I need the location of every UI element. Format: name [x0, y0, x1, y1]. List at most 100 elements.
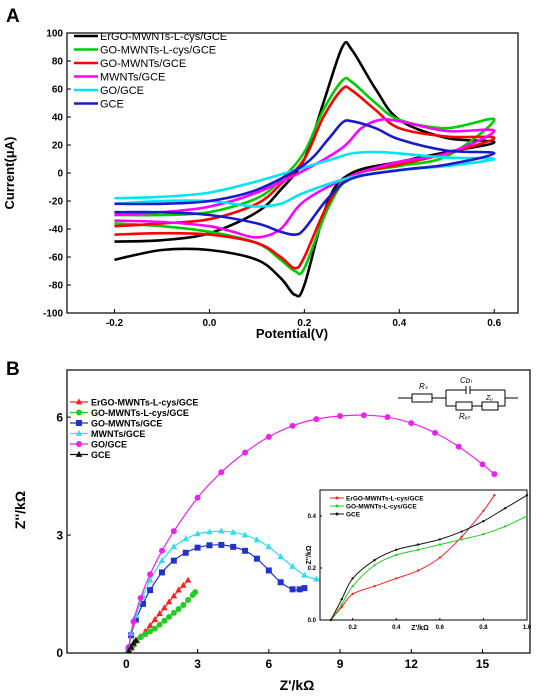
panel-a-x-tick-label: 0.4: [392, 318, 406, 329]
eis-point-go-mwnts-l-cys-gce: [170, 609, 177, 616]
eis-point-go-gce: [265, 433, 272, 440]
inset-legend-marker-go-mwnts-l-cys-gce: [335, 504, 339, 508]
cv-curve-mwnts-gce: [114, 117, 496, 239]
eis-point-ergo-mwnts-l-cys-gce: [180, 581, 187, 588]
inset-frame: [319, 489, 528, 621]
eis-point-go-mwnts-gce: [194, 544, 201, 551]
circuit-resistor-rs: [411, 393, 433, 403]
panel-a-y-tick-label: 80: [52, 57, 64, 68]
inset-point-ergo-mwnts-l-cys-gce: [438, 556, 442, 559]
eis-point-go-mwnts-gce: [132, 616, 139, 623]
eis-point-go-mwnts-l-cys-gce: [147, 628, 154, 635]
eis-point-go-mwnts-gce: [182, 549, 189, 556]
eis-point-go-gce: [289, 422, 296, 429]
inset-point-ergo-mwnts-l-cys-gce: [351, 592, 354, 596]
panel-b-label: B: [6, 359, 20, 380]
legend-label-go-gce: GO/GCE: [91, 440, 127, 450]
panel-b-points: [125, 412, 498, 655]
eis-point-go-gce: [137, 594, 144, 601]
panel-a-y-tick-label: -40: [49, 225, 64, 236]
legend-marker-mwnts-gce: [75, 429, 83, 436]
inset-point-gce: [329, 618, 333, 622]
inset-point-ergo-mwnts-l-cys-gce: [460, 535, 463, 538]
eis-point-go-mwnts-gce: [218, 541, 225, 548]
inset-legend-label-go-mwnts-l-cys-gce: GO-MWNTs-L-cys/GCE: [346, 504, 417, 511]
legend-label-mwnts-gce: MWNTs/GCE: [91, 429, 145, 439]
panel-b-x-tick-label: 12: [405, 657, 419, 671]
panel-b-x-tick-label: 9: [337, 657, 344, 671]
panel-b-frame: [66, 369, 531, 654]
inset-x-tick-label: 0.2: [349, 625, 358, 631]
eis-point-go-gce: [313, 416, 320, 423]
eis-point-go-mwnts-gce: [277, 579, 284, 586]
cv-curve-go-mwnts-l-cys-gce: [114, 76, 496, 276]
legend-label-mwnts-gce: MWNTs/GCE: [100, 72, 165, 84]
inset-x-ticks: 0.2 0.4 0.6 0.8 1.0: [349, 618, 532, 631]
panel-b-y-tick-label: 0: [56, 646, 63, 660]
panel-b-inset: 0.2 0.4 0.6 0.8 1.0 0.0 0.2 0.4 ErGO-MWNTs-L-c…: [306, 489, 532, 632]
eis-point-go-mwnts-l-cys-gce: [192, 589, 199, 596]
eis-point-mwnts-gce: [146, 576, 154, 583]
eis-point-ergo-mwnts-l-cys-gce: [184, 576, 192, 583]
panel-b-x-tick-label: 15: [476, 657, 490, 671]
eis-point-go-mwnts-gce: [242, 547, 249, 554]
legend-marker-go-mwnts-l-cys-gce: [76, 409, 82, 416]
eis-point-go-mwnts-gce: [147, 587, 154, 594]
eis-point-go-gce: [158, 547, 165, 554]
inset-legend-marker-gce: [335, 512, 339, 516]
inset-point-gce: [525, 494, 529, 497]
legend-marker-go-gce: [76, 441, 82, 447]
inset-legend-label-ergo-mwnts-l-cys-gce: ErGO-MWNTs-L-cys/GCE: [346, 496, 424, 503]
panel-a-x-ticks: -0.2 0.0 0.2 0.4 0.6: [106, 309, 502, 329]
eis-point-mwnts-gce: [218, 527, 225, 534]
inset-point-go-mwnts-l-cys-gce: [340, 603, 343, 606]
panel-a-y-tick-label: -60: [49, 253, 64, 264]
inset-point-gce: [373, 559, 376, 562]
panel-a-x-tick-label: 0.0: [202, 318, 216, 329]
panel-b-y-tick-label: 3: [56, 528, 63, 542]
inset-legend-marker-ergo-mwnts-l-cys-gce: [335, 496, 339, 500]
eis-point-mwnts-gce: [241, 531, 249, 538]
eis-point-mwnts-gce: [253, 536, 261, 543]
eis-point-go-gce: [408, 420, 415, 427]
eis-point-go-mwnts-l-cys-gce: [180, 602, 187, 609]
panel-b-y-tick-label: 6: [56, 410, 63, 424]
inset-x-tick-label: 0.8: [479, 625, 488, 631]
eis-point-go-gce: [432, 429, 439, 436]
circuit-resistor-rct: [455, 401, 473, 411]
legend-label-go-mwnts-gce: GO-MWNTs/GCE: [91, 419, 162, 429]
eis-point-mwnts-gce: [158, 557, 166, 564]
inset-point-go-mwnts-l-cys-gce: [525, 514, 529, 518]
legend-marker-go-mwnts-gce: [76, 420, 82, 426]
eis-point-mwnts-gce: [301, 571, 308, 578]
eis-point-go-mwnts-gce: [301, 585, 308, 592]
eis-point-mwnts-gce: [265, 543, 273, 550]
circuit-label-rs: Rₛ: [419, 382, 429, 391]
inset-x-label: Z'/kΩ: [411, 625, 429, 632]
inset-point-go-mwnts-l-cys-gce: [482, 533, 485, 536]
eis-point-go-gce: [242, 449, 249, 456]
eis-point-gce: [125, 647, 133, 654]
eis-point-go-gce: [479, 461, 486, 468]
cv-curve-gce: [114, 119, 496, 236]
inset-point-gce: [340, 598, 343, 601]
panel-a-y-label: Current(μA): [2, 137, 17, 210]
eis-point-ergo-mwnts-l-cys-gce: [170, 592, 178, 599]
eis-point-go-mwnts-l-cys-gce: [142, 631, 149, 638]
panel-b-x-label: Z'/kΩ: [280, 677, 315, 693]
eis-point-go-mwnts-gce: [289, 586, 296, 593]
inset-point-gce: [416, 543, 420, 546]
eis-point-mwnts-gce: [289, 562, 296, 569]
inset-legend: ErGO-MWNTs-L-cys/GCEGO-MWNTs-L-cys/GCEGC…: [330, 496, 424, 519]
circuit-warburg-element: [481, 401, 499, 411]
inset-curves: [329, 494, 529, 622]
eis-point-go-mwnts-gce: [206, 542, 213, 549]
panel-a-y-tick-label: 20: [52, 141, 64, 152]
inset-y-tick-label: 0.0: [308, 618, 317, 624]
eis-point-go-gce: [491, 471, 498, 478]
inset-x-tick-label: 0.6: [436, 625, 445, 631]
panel-a-y-tick-label: 100: [46, 29, 63, 40]
legend-label-ergo-mwnts-l-cys-gce: ErGO-MWNTs-L-cys/GCE: [100, 31, 227, 43]
inset-y-tick-label: 0.4: [308, 514, 317, 520]
